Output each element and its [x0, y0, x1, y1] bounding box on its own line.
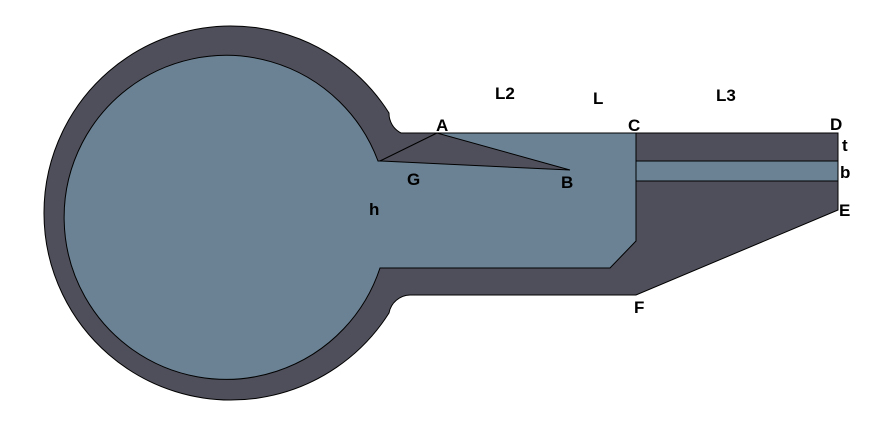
gap-channel — [635, 160, 839, 182]
label-L2: L2 — [495, 84, 515, 103]
label-t: t — [842, 136, 848, 155]
inner-channel — [63, 54, 637, 380]
wedge-AB — [379, 132, 571, 171]
label-b: b — [840, 163, 850, 182]
label-h: h — [369, 200, 379, 219]
label-L3: L3 — [716, 86, 736, 105]
label-B: B — [561, 173, 573, 192]
label-D: D — [830, 115, 842, 134]
label-F: F — [634, 298, 644, 317]
label-A: A — [436, 116, 448, 135]
label-L: L — [593, 89, 603, 108]
label-C: C — [628, 116, 640, 135]
label-E: E — [839, 201, 850, 220]
label-G: G — [407, 170, 420, 189]
upper-bar — [635, 132, 839, 162]
